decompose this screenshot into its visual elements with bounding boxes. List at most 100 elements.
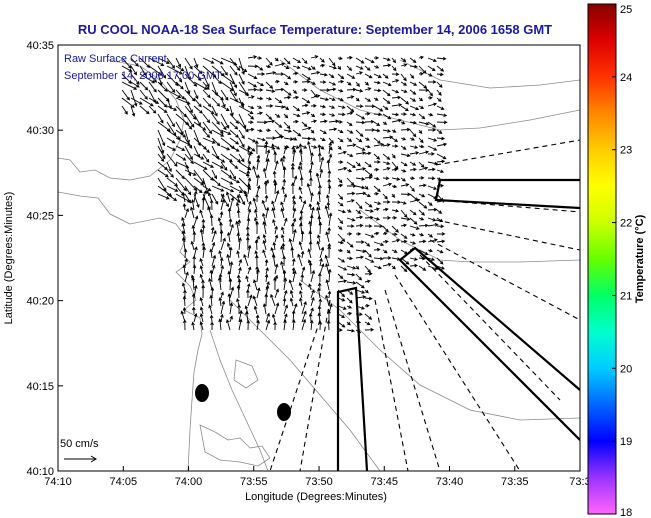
x-axis-ticks: 74:10 74:05 74:00 73:55 73:50 73:45 73:40 73:35… <box>44 466 591 488</box>
current-vector <box>229 315 233 323</box>
current-vector <box>355 249 367 254</box>
current-vector <box>202 97 212 108</box>
current-vector <box>346 232 353 236</box>
current-vector <box>265 119 276 124</box>
y-tick-label: 40:30 <box>26 125 54 137</box>
current-vector <box>166 193 178 202</box>
current-vector <box>283 313 288 323</box>
current-vector <box>238 266 242 275</box>
current-vector <box>199 265 204 275</box>
current-vector <box>236 194 241 203</box>
current-vector <box>220 105 230 111</box>
current-vector <box>355 232 362 236</box>
current-vector <box>211 129 225 137</box>
current-vector <box>256 81 265 87</box>
current-vector <box>280 201 285 211</box>
current-vector <box>409 120 418 125</box>
current-vector <box>355 215 364 220</box>
current-vector <box>346 143 357 147</box>
current-vector <box>346 81 352 86</box>
current-vector <box>418 150 430 155</box>
current-vector <box>256 65 264 71</box>
current-vector <box>273 276 277 291</box>
current-vector <box>202 153 210 163</box>
contour-north2 <box>399 59 580 89</box>
current-vector <box>383 200 391 204</box>
current-vector <box>409 241 417 245</box>
current-vector <box>202 185 212 192</box>
current-vector <box>211 137 221 147</box>
current-vector <box>337 88 344 93</box>
current-vector <box>319 63 326 68</box>
current-vector <box>254 239 259 251</box>
current-vector <box>218 296 223 307</box>
current-vector <box>391 177 401 181</box>
current-vector <box>337 321 346 328</box>
current-vector <box>292 145 300 149</box>
current-vector <box>418 201 428 209</box>
current-vector <box>247 177 252 187</box>
current-vector <box>319 137 326 141</box>
current-vector <box>148 81 157 93</box>
current-vector <box>218 273 223 283</box>
current-vector <box>220 185 235 193</box>
current-vector <box>327 268 332 283</box>
current-vector <box>238 105 254 115</box>
current-vector <box>427 145 438 151</box>
current-vector <box>283 73 292 80</box>
current-vector <box>310 137 317 141</box>
current-vector <box>409 105 420 111</box>
current-vector <box>209 314 214 323</box>
current-vector <box>229 81 237 97</box>
current-vector <box>298 240 303 251</box>
current-vector <box>193 113 201 127</box>
current-vector <box>373 153 381 160</box>
current-vector <box>391 95 402 100</box>
current-vector <box>364 151 372 156</box>
current-vector <box>139 65 147 77</box>
current-vector <box>373 105 384 112</box>
current-vector <box>346 87 357 92</box>
current-vector <box>211 193 219 205</box>
current-vector <box>337 79 345 84</box>
current-vector <box>326 319 331 331</box>
current-vector <box>319 168 324 179</box>
current-vector <box>175 89 185 100</box>
current-vector <box>263 180 268 195</box>
current-vector <box>400 73 407 82</box>
current-vector <box>288 279 294 291</box>
current-vector <box>346 256 354 261</box>
current-vector <box>427 102 438 107</box>
current-vector <box>298 186 303 195</box>
current-vector <box>291 195 296 203</box>
current-vector <box>265 104 274 108</box>
current-vector <box>400 223 408 228</box>
current-vector <box>280 226 285 235</box>
current-vector <box>373 142 385 147</box>
colorbar-tick-label: 22 <box>620 218 632 230</box>
current-vector <box>229 302 234 315</box>
current-vector <box>400 97 410 105</box>
current-vector <box>436 65 445 72</box>
current-vector <box>436 224 445 229</box>
current-vector <box>436 257 444 265</box>
current-vector <box>409 145 419 149</box>
current-vector <box>355 273 363 281</box>
current-vector <box>255 140 259 155</box>
current-vector <box>337 257 346 263</box>
y-tick-label: 40:25 <box>26 210 54 222</box>
current-vector <box>191 321 195 331</box>
current-vector <box>201 196 206 211</box>
current-vector <box>157 129 166 147</box>
current-vector <box>237 278 242 291</box>
current-vector <box>328 81 337 86</box>
current-vector <box>328 127 338 132</box>
current-vector <box>346 191 356 196</box>
current-vector <box>292 228 297 243</box>
current-vector <box>225 191 231 203</box>
current-vector <box>418 161 425 168</box>
current-vector <box>247 81 258 88</box>
current-vector <box>373 256 384 261</box>
current-vector <box>364 249 372 258</box>
